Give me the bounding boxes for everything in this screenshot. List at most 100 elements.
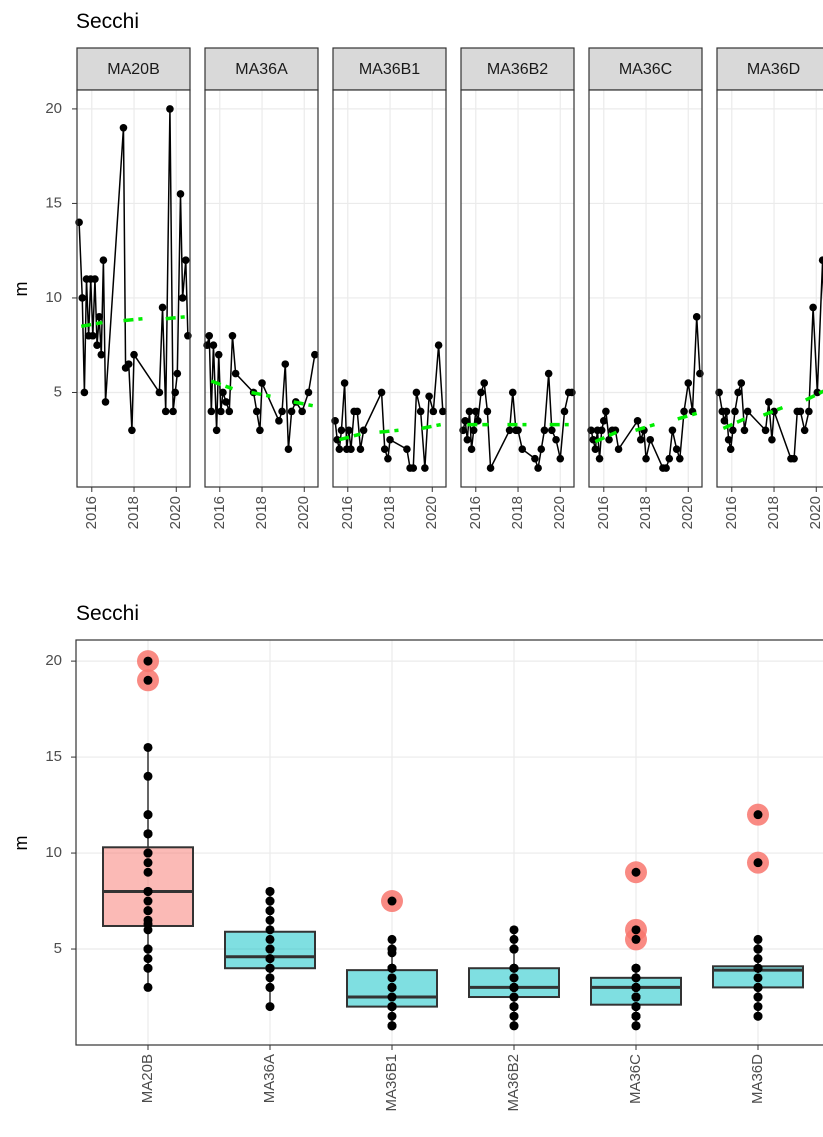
trend-line (677, 411, 698, 421)
data-point (631, 1002, 641, 1012)
trend-line (762, 405, 784, 417)
data-point (333, 435, 342, 444)
chart-title: Secchi (76, 602, 139, 625)
trend-line (634, 422, 655, 432)
trend-line (251, 390, 271, 398)
data-point (589, 435, 598, 444)
facet-label: MA36A (235, 61, 288, 78)
data-point (143, 896, 153, 906)
trend-line (594, 430, 618, 444)
data-point (380, 445, 389, 453)
data-point (225, 407, 234, 416)
data-point (387, 1011, 397, 1021)
data-point (429, 407, 438, 416)
data-point (509, 1021, 519, 1031)
data-point (287, 407, 296, 416)
data-point (356, 445, 365, 453)
data-point (509, 925, 519, 935)
data-point (416, 407, 425, 416)
data-point (597, 426, 606, 435)
data-point (805, 407, 813, 416)
data-point (337, 426, 346, 435)
y-tick-label: 5 (54, 383, 62, 400)
data-point (143, 742, 153, 752)
x-tick-label: 2016 (211, 496, 228, 529)
data-point (474, 417, 482, 425)
data-point (790, 454, 798, 463)
chart-title: Secchi (76, 10, 139, 33)
data-point (212, 426, 221, 435)
data-point (548, 426, 556, 435)
data-point (158, 303, 167, 312)
data-point (228, 331, 237, 340)
facet-strip (460, 47, 575, 91)
data-point (434, 341, 443, 350)
data-point (387, 948, 397, 958)
x-tick-label: 2018 (125, 496, 142, 529)
panel-border (75, 639, 823, 1046)
y-tick-label: 5 (54, 940, 62, 957)
data-point (265, 973, 275, 983)
data-point (143, 848, 153, 858)
y-tick-label: 10 (45, 844, 62, 861)
data-point (753, 858, 763, 868)
x-tick-label: 2018 (253, 496, 270, 529)
data-point (514, 426, 522, 435)
data-point (509, 1011, 519, 1021)
trend-line (804, 389, 823, 402)
data-point (753, 982, 763, 992)
data-point (720, 417, 729, 425)
data-point (265, 1002, 275, 1012)
data-point (143, 925, 153, 935)
data-point (818, 256, 823, 264)
data-point (508, 388, 517, 397)
data-point (692, 313, 701, 321)
data-point (731, 407, 739, 416)
trend-line (722, 417, 746, 430)
panel-border (460, 89, 575, 488)
data-point (205, 331, 214, 340)
data-point (97, 350, 106, 359)
data-point (265, 954, 275, 964)
trend-line (210, 379, 234, 391)
x-tick-label: 2018 (509, 496, 526, 529)
panel-background (76, 640, 823, 1045)
trend-line (338, 432, 361, 442)
x-tick-label: MA36D (749, 1054, 766, 1104)
data-point (298, 407, 306, 416)
y-tick-label: 10 (45, 289, 62, 306)
x-tick-label: 2016 (339, 496, 356, 529)
x-tick-label: 2020 (423, 496, 440, 529)
y-tick-label: 15 (45, 748, 62, 765)
data-point (91, 275, 99, 283)
data-point (353, 407, 362, 416)
data-point (486, 464, 495, 472)
data-point (665, 454, 674, 463)
data-point (761, 426, 770, 435)
data-point (605, 435, 613, 444)
x-tick-label: 2016 (467, 496, 484, 529)
panel-border (716, 89, 823, 488)
data-point (509, 1002, 519, 1012)
data-point (595, 454, 604, 463)
trend-line (379, 428, 399, 434)
data-point (631, 963, 641, 973)
x-tick-label: 2020 (807, 496, 823, 529)
data-point (463, 435, 472, 444)
data-point (347, 445, 355, 453)
data-point (265, 886, 275, 896)
data-point (284, 445, 293, 453)
facet-label: MA36C (619, 61, 672, 78)
x-tick-label: 2016 (595, 496, 612, 529)
data-point (483, 407, 492, 416)
data-point (753, 992, 763, 1002)
panel-border (76, 89, 191, 488)
x-tick-label: 2020 (167, 496, 184, 529)
data-point (737, 379, 746, 387)
data-point (80, 388, 89, 397)
trend-line (165, 315, 185, 321)
data-point (345, 426, 353, 435)
data-point (471, 407, 480, 416)
facet-label: MA36B1 (359, 61, 420, 78)
trend-line (123, 317, 143, 323)
